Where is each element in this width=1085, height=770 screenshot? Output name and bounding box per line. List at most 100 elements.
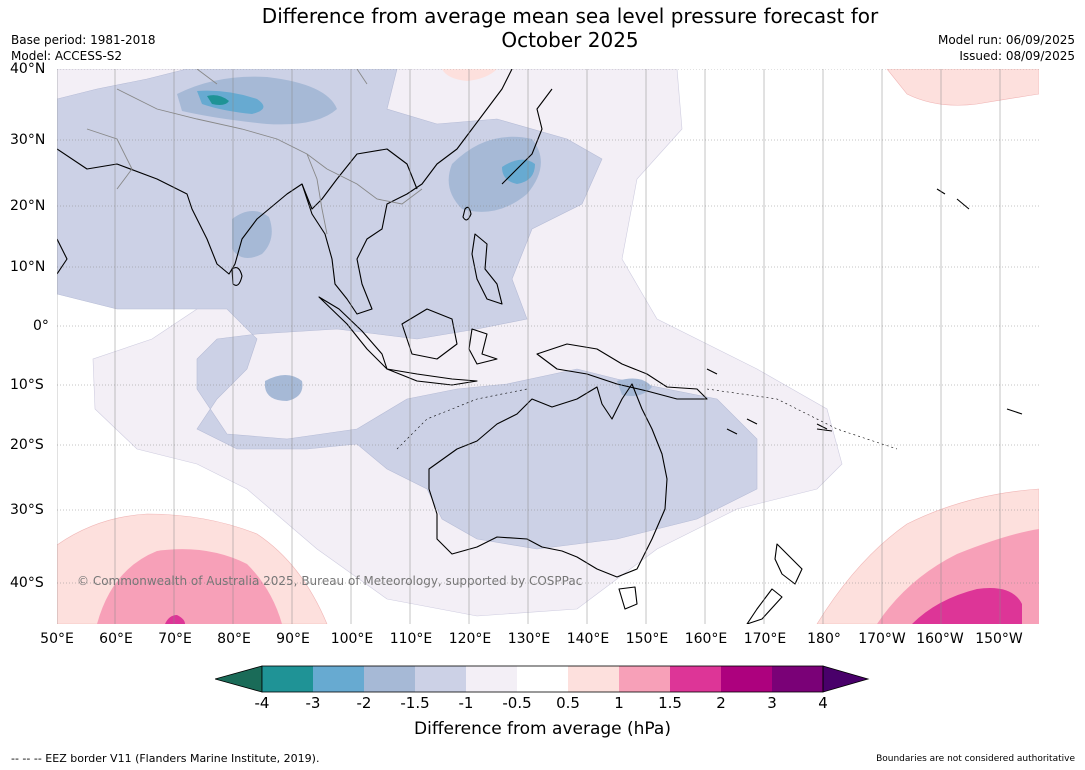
- colorbar-tick: -0.5: [502, 694, 532, 712]
- coastline-arabia: [57, 238, 68, 275]
- colorbar-max-arrow: [822, 665, 870, 693]
- model-name: Model: ACCESS-S2: [11, 49, 123, 63]
- coastline-new-guinea: [536, 343, 708, 400]
- issued-date: Issued: 08/09/2025: [959, 49, 1075, 63]
- colorbar-bin: [568, 666, 619, 692]
- colorbar-bin: [517, 666, 568, 692]
- lon-label-150e: 150°E: [625, 631, 669, 647]
- colorbar-tick: 3: [767, 694, 777, 712]
- title-line-1: Difference from average mean sea level p…: [261, 4, 879, 28]
- colorbar-tick: 0.5: [556, 694, 580, 712]
- lon-label-80e: 80°E: [217, 631, 251, 647]
- colorbar-min-arrow: [215, 665, 263, 693]
- country-borders: [86, 69, 423, 235]
- lon-label-170e: 170°E: [743, 631, 787, 647]
- colorbar-bin: [772, 666, 823, 692]
- coastline-indochina: [301, 69, 513, 315]
- lon-label-70e: 70°E: [158, 631, 192, 647]
- coastline-japan: [501, 88, 553, 185]
- boundaries-note: Boundaries are not considered authoritat…: [876, 754, 1075, 764]
- coastline-sumatra: [318, 296, 388, 370]
- lat-label-10n: 10°N: [10, 259, 46, 275]
- anomaly-region-south-indian-strong: [165, 615, 185, 624]
- map-title: Difference from average mean sea level p…: [200, 4, 940, 52]
- colorbar-bin: [721, 666, 772, 692]
- coastlines: [57, 69, 1023, 624]
- lat-label-30s: 30°S: [10, 502, 44, 518]
- lon-label-170w: 170°W: [858, 631, 906, 647]
- colorbar-tick: -1: [458, 694, 474, 712]
- lat-label-30n: 30°N: [10, 132, 46, 148]
- copyright-notice: © Commonwealth of Australia 2025, Bureau…: [77, 574, 583, 588]
- coastline-solomon-vanuatu: [706, 368, 828, 435]
- border-mongolia: [196, 69, 368, 85]
- anomaly-region-south-pacific-strong: [912, 588, 1022, 624]
- colorbar-tick: -1.5: [400, 694, 430, 712]
- anomaly-core-himalaya-strong: [207, 95, 229, 105]
- colorbar-bin: [619, 666, 670, 692]
- colorbar-tick: -4: [254, 694, 270, 712]
- colorbar-tick: -3: [305, 694, 321, 712]
- eez-pacific: [706, 388, 898, 450]
- colorbar: [215, 665, 870, 693]
- coastline-philippines: [471, 233, 503, 305]
- colorbar-tick: 2: [716, 694, 726, 712]
- colorbar-bin: [364, 666, 415, 692]
- lon-label-180: 180°: [807, 631, 841, 647]
- coastline-tasmania: [618, 586, 638, 610]
- anomaly-region-south-indian-moderate: [97, 549, 282, 624]
- lon-label-60e: 60°E: [99, 631, 133, 647]
- title-line-2: October 2025: [501, 28, 639, 52]
- lon-label-130e: 130°E: [507, 631, 551, 647]
- border-myanmar: [306, 153, 328, 235]
- colorbar-tick: -2: [356, 694, 372, 712]
- anomaly-patch-japan: [448, 136, 541, 212]
- anomaly-core-japan: [502, 159, 535, 184]
- base-period: Base period: 1981-2018: [11, 33, 156, 47]
- colorbar-tick: 4: [818, 694, 828, 712]
- colorbar-tick: 1: [614, 694, 624, 712]
- lat-label-20n: 20°N: [10, 198, 46, 214]
- border-china-southeast: [326, 168, 423, 205]
- meta-right: Model run: 06/09/2025 Issued: 08/09/2025: [938, 32, 1075, 64]
- lon-label-150w: 150°W: [975, 631, 1023, 647]
- lat-label-20s: 20°S: [10, 437, 44, 453]
- coastline-java: [386, 368, 478, 386]
- coastline-sri-lanka: [231, 267, 243, 286]
- eez-borders: [396, 388, 898, 450]
- lon-label-50e: 50°E: [40, 631, 74, 647]
- coastline-australia: [428, 383, 668, 578]
- model-run: Model run: 06/09/2025: [937, 33, 1075, 47]
- coastline-borneo: [401, 308, 458, 360]
- anomaly-region-moderate-negative: [57, 69, 758, 550]
- lat-label-equator: 0°: [33, 318, 49, 334]
- anomaly-patch-bay-of-bengal: [232, 210, 272, 258]
- lat-label-40n: 40°N: [10, 61, 46, 77]
- lat-label-10s: 10°S: [10, 377, 44, 393]
- pressure-anomaly-map: [57, 69, 1039, 624]
- colorbar-tick: 1.5: [658, 694, 682, 712]
- meta-left: Base period: 1981-2018 Model: ACCESS-S2: [11, 32, 156, 64]
- colorbar-bin: [415, 666, 466, 692]
- lon-label-100e: 100°E: [330, 631, 374, 647]
- lon-label-140e: 140°E: [566, 631, 610, 647]
- colorbar-bin: [466, 666, 517, 692]
- eez-australia: [396, 388, 528, 450]
- coastline-india: [57, 148, 418, 275]
- colorbar-bin: [313, 666, 364, 692]
- lon-label-160w: 160°W: [916, 631, 964, 647]
- colorbar-outline: [261, 665, 824, 693]
- anomaly-region-north-pacific-positive: [886, 69, 1039, 106]
- anomaly-region-north-positive-small: [442, 69, 497, 81]
- lon-label-120e: 120°E: [448, 631, 492, 647]
- coastline-fiji: [816, 408, 1023, 432]
- lon-label-90e: 90°E: [276, 631, 310, 647]
- colorbar-label: Difference from average (hPa): [414, 719, 671, 739]
- lat-label-40s: 40°S: [10, 575, 44, 591]
- anomaly-patch-coral-sea: [617, 378, 652, 396]
- colorbar-bin: [262, 666, 313, 692]
- gridlines: [57, 69, 1039, 624]
- lon-label-110e: 110°E: [389, 631, 433, 647]
- coastline-taiwan: [462, 206, 472, 221]
- coastline-new-zealand: [746, 543, 803, 624]
